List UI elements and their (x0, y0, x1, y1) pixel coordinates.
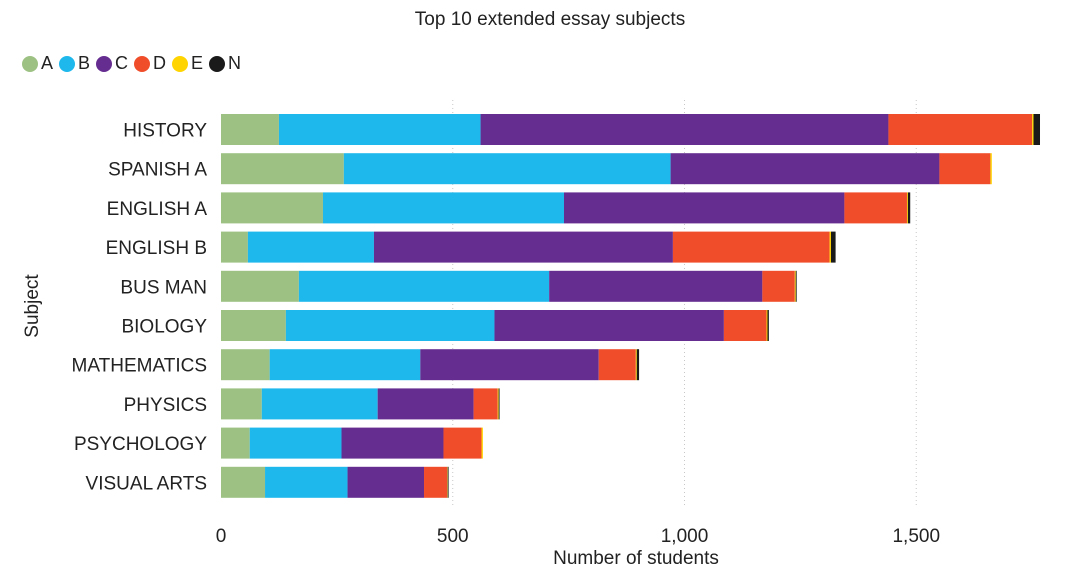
bar-visual-arts-B (265, 466, 348, 498)
bar-physics-C (377, 388, 474, 420)
y-tick-label: PSYCHOLOGY (74, 434, 207, 455)
bar-history-A (221, 114, 279, 145)
bar-visual-arts-D (424, 466, 448, 498)
y-tick-label: BIOLOGY (121, 317, 207, 338)
bar-psychology-B (249, 427, 342, 459)
bar-spanish-a-B (343, 153, 671, 185)
legend-label: C (115, 53, 129, 73)
legend-label: E (191, 53, 204, 73)
bar-mathematics-D (598, 349, 636, 381)
bar-mathematics-N (636, 349, 640, 381)
x-axis-label: Number of students (553, 548, 719, 569)
bar-english-b-C (373, 231, 673, 263)
legend-item-A: A (22, 53, 53, 74)
bar-mathematics-C (420, 349, 599, 381)
bar-biology-D (723, 310, 767, 341)
bar-english-b-N (830, 231, 836, 263)
legend-swatch (134, 55, 151, 72)
bar-history-B (278, 114, 481, 145)
y-tick-label: ENGLISH B (106, 238, 207, 259)
legend-item-C: C (96, 53, 128, 74)
bar-psychology-A (221, 427, 250, 459)
y-axis-label: Subject (22, 274, 43, 338)
bar-spanish-a-A (221, 153, 344, 185)
x-tick-label: 1,000 (661, 526, 709, 547)
bar-spanish-a-E (990, 153, 992, 185)
bar-english-a-E (906, 192, 908, 224)
bar-biology-C (494, 310, 724, 341)
y-tick-label: SPANISH A (108, 160, 207, 181)
bar-bus-man-B (298, 270, 550, 302)
y-tick-label: MATHEMATICS (72, 356, 207, 377)
y-tick-label: PHYSICS (124, 395, 207, 416)
bar-bus-man-E (794, 270, 796, 302)
y-tick-label: ENGLISH A (107, 199, 208, 220)
bar-mathematics-A (221, 349, 270, 381)
legend-item-E: E (172, 53, 203, 74)
chart-title: Top 10 extended essay subjects (414, 9, 686, 30)
legend-label: A (41, 53, 54, 73)
bar-physics-E (497, 388, 499, 420)
legend-item-N: N (209, 53, 241, 74)
y-tick-label: HISTORY (123, 121, 207, 142)
legend-label: N (228, 53, 242, 73)
bar-bus-man-N (795, 270, 797, 302)
x-tick-label: 0 (216, 526, 227, 547)
bar-history-E (1032, 114, 1034, 145)
bar-mathematics-B (269, 349, 421, 381)
bar-visual-arts-A (221, 466, 266, 498)
y-tick-label: BUS MAN (120, 277, 207, 298)
y-tick-label: VISUAL ARTS (86, 473, 207, 494)
bar-biology-E (766, 310, 768, 341)
legend-swatch (172, 55, 189, 72)
bar-physics-B (261, 388, 378, 420)
x-tick-label: 1,500 (892, 526, 940, 547)
bar-english-a-A (221, 192, 323, 224)
legend-item-B: B (59, 53, 90, 74)
legend-swatch (209, 55, 226, 72)
bar-english-a-D (844, 192, 907, 224)
legend-swatch (22, 55, 38, 72)
bar-visual-arts-N (447, 466, 449, 498)
bar-history-C (480, 114, 889, 145)
bar-mathematics-E (635, 349, 637, 381)
bar-visual-arts-C (347, 466, 425, 498)
legend-item-D: D (134, 53, 166, 74)
bar-spanish-a-C (670, 153, 940, 185)
bar-spanish-a-D (939, 153, 991, 185)
bar-bus-man-D (762, 270, 795, 302)
x-tick-label: 500 (437, 526, 469, 547)
bar-biology-B (285, 310, 495, 341)
legend-swatch (59, 55, 76, 72)
bar-psychology-C (341, 427, 444, 459)
bar-history-N (1033, 114, 1041, 145)
bar-english-b-D (672, 231, 830, 263)
bar-biology-N (767, 310, 769, 341)
bar-bus-man-A (221, 270, 299, 302)
bar-english-b-B (247, 231, 374, 263)
bar-history-D (888, 114, 1033, 145)
bar-physics-D (473, 388, 498, 420)
legend-swatch (96, 55, 113, 72)
bar-physics-N (498, 388, 500, 420)
bar-english-a-N (907, 192, 911, 224)
bar-english-b-A (221, 231, 248, 263)
bar-english-b-E (829, 231, 831, 263)
bar-psychology-E (481, 427, 483, 459)
bar-biology-A (221, 310, 286, 341)
bar-bus-man-C (549, 270, 763, 302)
legend-label: B (78, 53, 91, 73)
bar-physics-A (221, 388, 262, 420)
bar-english-a-C (563, 192, 845, 224)
bar-english-a-B (322, 192, 564, 224)
bar-psychology-D (443, 427, 482, 459)
legend-label: D (153, 53, 167, 73)
